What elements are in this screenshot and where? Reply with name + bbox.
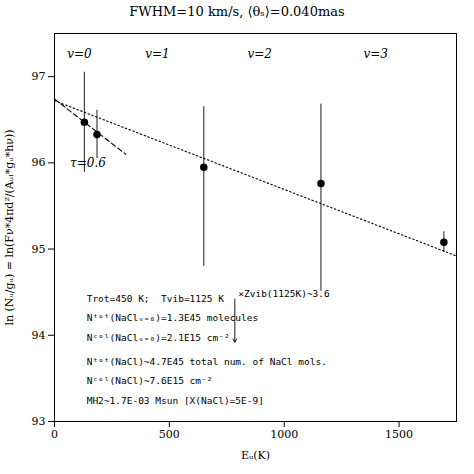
svg-text:×Zvib(1125K)~3.6: ×Zvib(1125K)~3.6 — [238, 288, 330, 299]
svg-text:Eᵤ(K): Eᵤ(K) — [241, 449, 270, 462]
svg-text:v=0: v=0 — [67, 47, 92, 61]
svg-text:96: 96 — [32, 156, 46, 169]
svg-text:τ=0.6: τ=0.6 — [70, 156, 106, 170]
svg-text:1500: 1500 — [385, 428, 413, 441]
svg-text:v=2: v=2 — [247, 47, 271, 61]
svg-text:0: 0 — [51, 428, 58, 441]
svg-text:1000: 1000 — [270, 428, 298, 441]
svg-text:v=3: v=3 — [363, 47, 388, 61]
svg-text:97: 97 — [32, 70, 46, 83]
svg-text:Nᵗᵒᵗ(NaCl)~4.7E45 total num. o: Nᵗᵒᵗ(NaCl)~4.7E45 total num. of NaCl mol… — [87, 356, 327, 406]
svg-text:v=1: v=1 — [145, 47, 169, 61]
svg-text:Trot=450 K; Tvib=1125 KNᵗᵒᵗ(N: Trot=450 K; Tvib=1125 KNᵗᵒᵗ(NaClᵥ₌₀)=1.3… — [87, 293, 259, 343]
svg-text:94: 94 — [32, 329, 46, 342]
svg-text:93: 93 — [32, 415, 46, 428]
svg-text:95: 95 — [32, 243, 46, 256]
html-text:FWHM=10 km/s, ⟨θₛ⟩=0.040mas: FWHM=10 km/s, ⟨θₛ⟩=0.040mas — [129, 4, 345, 19]
svg-text:ln (Nᵤ/gᵤ) = ln(Fν*4πd²/(Aᵤₗ*g: ln (Nᵤ/gᵤ) = ln(Fν*4πd²/(Aᵤₗ*gᵤ*hν)) — [3, 129, 16, 325]
svg-text:500: 500 — [159, 428, 180, 441]
